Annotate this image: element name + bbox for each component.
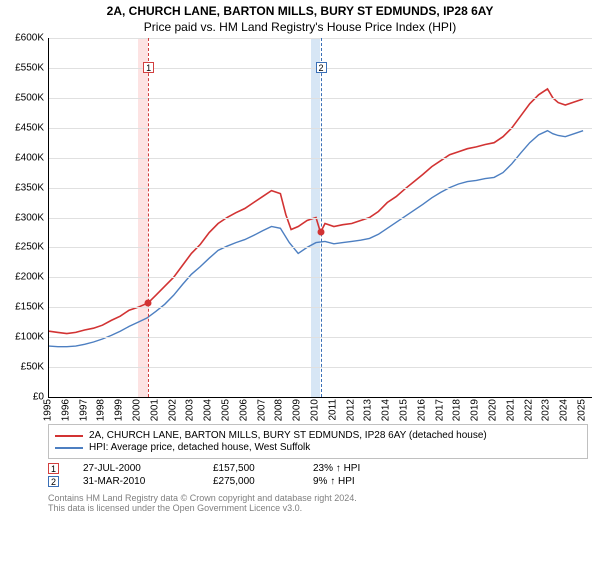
sale-row: 2 31-MAR-2010£275,0009% ↑ HPI bbox=[48, 476, 588, 487]
sale-price: £157,500 bbox=[213, 463, 313, 474]
sale-date: 27-JUL-2000 bbox=[83, 463, 213, 474]
x-tick-label: 2005 bbox=[221, 399, 232, 421]
chart-subtitle: Price paid vs. HM Land Registry's House … bbox=[0, 20, 600, 34]
x-tick-label: 2021 bbox=[505, 399, 516, 421]
series-property bbox=[49, 89, 583, 334]
legend-label: HPI: Average price, detached house, West… bbox=[89, 442, 310, 453]
x-tick-label: 2001 bbox=[149, 399, 160, 421]
y-tick-label: £400K bbox=[15, 152, 48, 163]
legend-swatch bbox=[55, 447, 83, 449]
y-tick-label: £600K bbox=[15, 33, 48, 44]
x-tick-label: 2006 bbox=[238, 399, 249, 421]
footer-line-2: This data is licensed under the Open Gov… bbox=[48, 503, 588, 513]
sale-marker: 1 bbox=[143, 62, 154, 73]
legend-row: HPI: Average price, detached house, West… bbox=[55, 442, 581, 453]
x-tick-label: 2014 bbox=[381, 399, 392, 421]
sale-marker: 2 bbox=[316, 62, 327, 73]
sale-row: 1 27-JUL-2000£157,50023% ↑ HPI bbox=[48, 463, 588, 474]
x-tick-label: 2023 bbox=[541, 399, 552, 421]
y-tick-label: £450K bbox=[15, 122, 48, 133]
legend-swatch bbox=[55, 435, 83, 437]
x-tick-label: 1996 bbox=[60, 399, 71, 421]
x-tick-label: 2016 bbox=[416, 399, 427, 421]
y-tick-label: £350K bbox=[15, 182, 48, 193]
x-tick-label: 2008 bbox=[274, 399, 285, 421]
y-tick-label: £150K bbox=[15, 302, 48, 313]
x-tick-label: 2009 bbox=[292, 399, 303, 421]
chart-area: 12 £0£50K£100K£150K£200K£250K£300K£350K£… bbox=[48, 38, 592, 418]
sales-table: 1 27-JUL-2000£157,50023% ↑ HPI 2 31-MAR-201… bbox=[48, 463, 588, 487]
y-tick-label: £250K bbox=[15, 242, 48, 253]
x-tick-label: 2015 bbox=[399, 399, 410, 421]
y-tick-label: £550K bbox=[15, 62, 48, 73]
x-tick-label: 2004 bbox=[203, 399, 214, 421]
x-tick-label: 2013 bbox=[363, 399, 374, 421]
x-tick-label: 2003 bbox=[185, 399, 196, 421]
x-tick-label: 2025 bbox=[577, 399, 588, 421]
x-tick-label: 2017 bbox=[434, 399, 445, 421]
series-hpi bbox=[49, 131, 583, 347]
sale-vline bbox=[321, 38, 322, 397]
x-tick-label: 2000 bbox=[132, 399, 143, 421]
y-tick-label: £500K bbox=[15, 92, 48, 103]
x-tick-label: 2010 bbox=[310, 399, 321, 421]
x-tick-label: 1995 bbox=[43, 399, 54, 421]
x-tick-label: 1997 bbox=[78, 399, 89, 421]
sale-date: 31-MAR-2010 bbox=[83, 476, 213, 487]
y-tick-label: £100K bbox=[15, 332, 48, 343]
sale-row-marker: 1 bbox=[48, 463, 59, 474]
x-tick-label: 2020 bbox=[488, 399, 499, 421]
sale-point bbox=[317, 229, 324, 236]
legend: 2A, CHURCH LANE, BARTON MILLS, BURY ST E… bbox=[48, 424, 588, 459]
x-tick-label: 1999 bbox=[114, 399, 125, 421]
chart-title: 2A, CHURCH LANE, BARTON MILLS, BURY ST E… bbox=[0, 4, 600, 18]
x-tick-label: 2024 bbox=[559, 399, 570, 421]
legend-label: 2A, CHURCH LANE, BARTON MILLS, BURY ST E… bbox=[89, 430, 487, 441]
x-tick-label: 1998 bbox=[96, 399, 107, 421]
sale-vline bbox=[148, 38, 149, 397]
x-tick-label: 2019 bbox=[470, 399, 481, 421]
x-tick-label: 2002 bbox=[167, 399, 178, 421]
x-tick-label: 2012 bbox=[345, 399, 356, 421]
sale-row-marker: 2 bbox=[48, 476, 59, 487]
sale-price: £275,000 bbox=[213, 476, 313, 487]
legend-row: 2A, CHURCH LANE, BARTON MILLS, BURY ST E… bbox=[55, 430, 581, 441]
x-tick-label: 2018 bbox=[452, 399, 463, 421]
y-tick-label: £50K bbox=[21, 362, 48, 373]
x-tick-label: 2007 bbox=[256, 399, 267, 421]
gridline bbox=[49, 397, 592, 398]
x-tick-label: 2022 bbox=[523, 399, 534, 421]
x-tick-label: 2011 bbox=[327, 399, 338, 421]
sale-point bbox=[145, 299, 152, 306]
y-tick-label: £200K bbox=[15, 272, 48, 283]
sale-pct: 9% ↑ HPI bbox=[313, 476, 588, 487]
footer: Contains HM Land Registry data © Crown c… bbox=[48, 493, 588, 513]
y-tick-label: £300K bbox=[15, 212, 48, 223]
sale-pct: 23% ↑ HPI bbox=[313, 463, 588, 474]
plot: 12 bbox=[48, 38, 592, 398]
footer-line-1: Contains HM Land Registry data © Crown c… bbox=[48, 493, 588, 503]
